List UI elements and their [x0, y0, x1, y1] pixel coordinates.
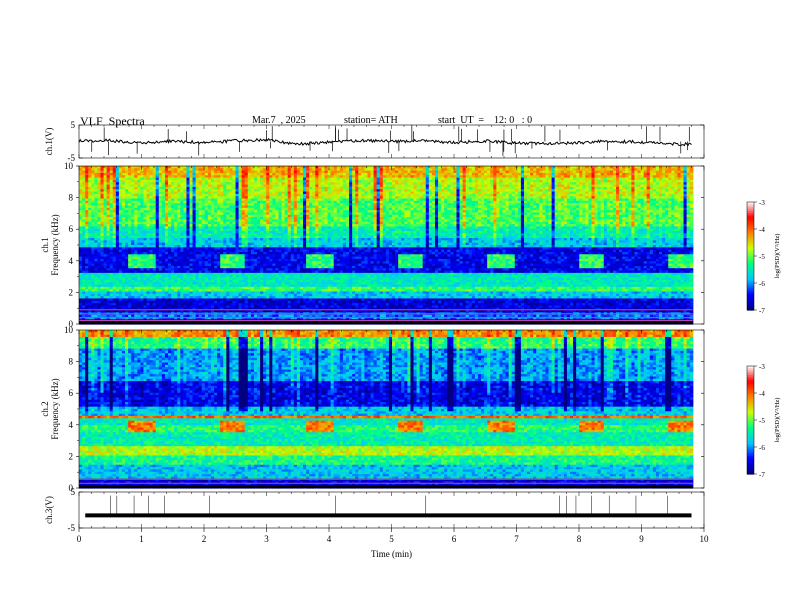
ch1-waveform-line	[79, 139, 692, 146]
y-tick-label-1: 5	[71, 120, 76, 130]
y-axis-label-1: ch.1(V)	[44, 128, 54, 156]
y-axis-label-3: ch.3(V)	[44, 496, 54, 524]
line-panel-frame-3	[79, 492, 704, 528]
y-tick-label-3: -5	[68, 523, 76, 533]
